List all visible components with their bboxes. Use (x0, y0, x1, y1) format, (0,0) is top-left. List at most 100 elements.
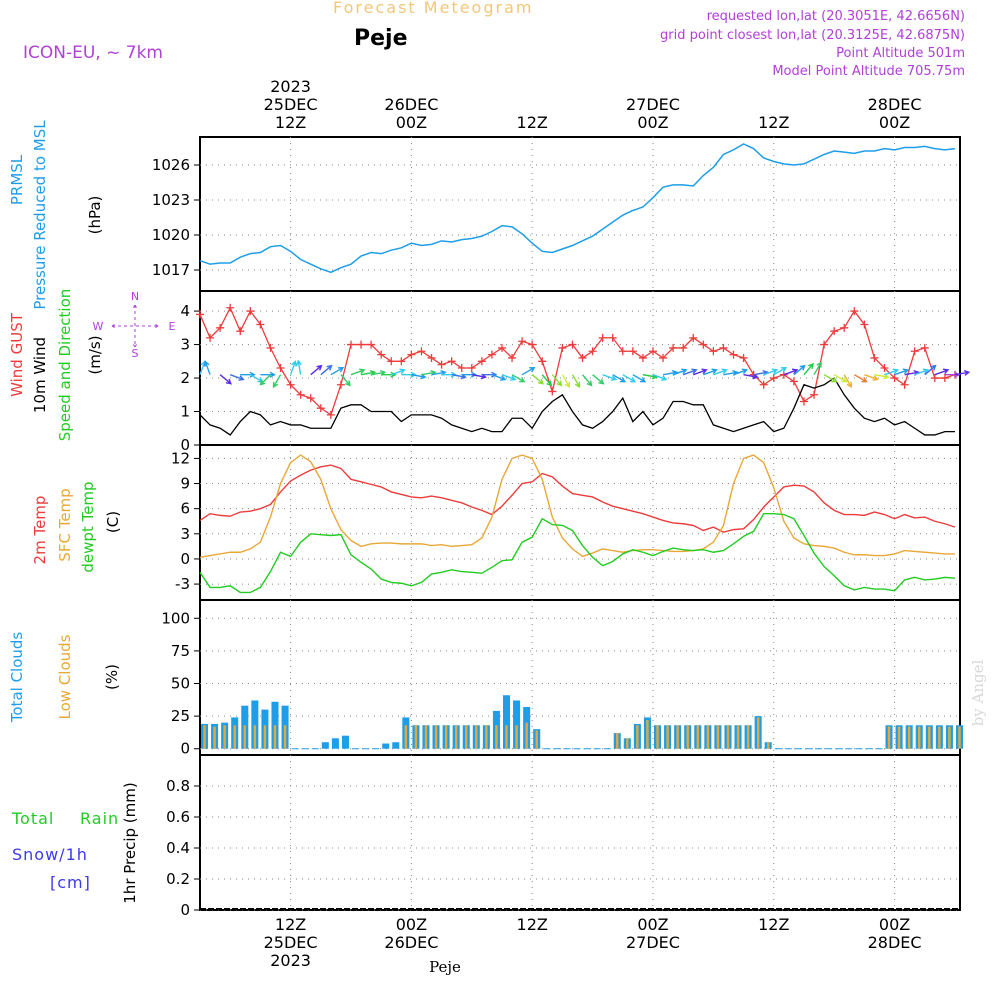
low-cloud-bar (253, 725, 257, 749)
low-cloud-bar (767, 742, 770, 749)
wind-direction-arrow (541, 374, 553, 387)
wind-direction-arrow (783, 368, 799, 376)
wind-gust-marker (387, 357, 396, 366)
wind-direction-arrow (330, 366, 345, 376)
low-cloud-bar (515, 725, 518, 749)
precip-tick-label: 0.6 (166, 808, 190, 826)
wind-gust-marker (518, 337, 527, 346)
pressure-tick-label: 1023 (152, 191, 190, 209)
wind-gust-marker (538, 357, 547, 366)
wind-gust-marker (759, 380, 768, 389)
wind-direction-arrow (803, 362, 814, 376)
wind-gust-marker (196, 310, 204, 319)
wind-direction-arrow (289, 360, 297, 375)
wind-gust-marker (487, 350, 496, 359)
low-cloud-bar (454, 725, 458, 749)
wind-speed-series-line (199, 377, 955, 436)
low-cloud-bar (716, 725, 720, 749)
wind-direction-arrow (733, 368, 749, 376)
precip-axis-unit: 1hr Precip (mm) (121, 782, 139, 903)
wind-gust-marker (618, 347, 627, 356)
wind-direction-arrow (219, 374, 232, 385)
point-altitude: Point Altitude 501m (836, 46, 965, 61)
total-cloud-bar (382, 743, 390, 749)
pressure-label-msl: Pressure Reduced to MSL (31, 120, 49, 310)
low-cloud-bar (948, 726, 951, 749)
wind-gust-marker (669, 343, 678, 352)
wind-gust-marker (286, 380, 295, 389)
wind-direction-arrow (350, 368, 366, 376)
temp-label-sfc: SFC Temp (56, 488, 74, 561)
time-axis-top-label: 12Z (758, 113, 789, 132)
low-cloud-bar (656, 725, 659, 749)
time-axis-bottom-label: 12Z (758, 915, 789, 934)
wind-gust-marker (226, 303, 235, 312)
wind-label-gust: Wind GUST (8, 312, 26, 397)
temp-2m-series-line (199, 464, 956, 533)
total-cloud-bar (513, 700, 521, 749)
wind-gust-marker (508, 353, 517, 362)
time-axis-top-label: 2023 (270, 77, 311, 96)
time-axis-top-label: 27DEC (626, 95, 680, 114)
wind-gust-marker (789, 377, 798, 386)
low-cloud-bar (424, 725, 428, 749)
wind-axis-unit: (m/s) (86, 335, 104, 374)
time-axis-bottom-label: 12Z (517, 915, 548, 934)
wind-gust-marker (457, 364, 466, 372)
pressure-label-prmsl: PRMSL (8, 154, 26, 205)
time-axis-top-label: 26DEC (384, 95, 438, 114)
temperature-tick-label: 0 (180, 550, 190, 568)
wind-gust-marker (437, 360, 446, 369)
precip-tick-label: 0.2 (166, 870, 190, 888)
wind-direction-arrow (581, 374, 593, 387)
time-axis-bottom-label: 00Z (879, 915, 910, 934)
low-cloud-bar (616, 733, 619, 749)
wind-direction-arrow (843, 374, 852, 389)
wind-direction-arrow (652, 374, 668, 381)
wind-gust-marker (699, 340, 708, 349)
wind-gust-marker (608, 333, 617, 342)
model-label: ICON-EU, ~ 7km (23, 43, 163, 63)
wind-direction-arrow (511, 374, 526, 383)
pressure-tick-label: 1017 (152, 261, 190, 279)
wind-label-speed-direction: Speed and Direction (56, 289, 74, 442)
wind-gust-marker (246, 307, 255, 316)
clouds-tick-label: 75 (171, 642, 190, 660)
low-cloud-bar (756, 717, 760, 749)
wind-direction-arrow (229, 374, 245, 381)
wind-direction-arrow (632, 374, 647, 383)
wind-gust-marker (648, 347, 657, 356)
low-cloud-bar (646, 720, 649, 749)
wind-gust-marker (407, 350, 416, 359)
low-cloud-bar (283, 725, 287, 749)
low-cloud-bar (676, 725, 679, 749)
wind-gust-marker (548, 387, 557, 396)
low-cloud-bar (636, 725, 639, 749)
wind-gust-marker (689, 333, 698, 342)
wind-gust-marker (860, 320, 869, 329)
precip-tick-label: 0.8 (166, 777, 190, 795)
wind-gust-marker (346, 340, 355, 349)
total-cloud-bar (331, 738, 339, 749)
wind-direction-arrow (853, 374, 868, 383)
total-cloud-bar (321, 742, 329, 749)
time-axis-bottom-label: 12Z (275, 915, 306, 934)
clouds-tick-label: 50 (171, 675, 190, 693)
wind-gust-marker (638, 353, 647, 362)
wind-direction-arrow (833, 374, 848, 383)
wind-gust-marker (890, 374, 899, 383)
wind-direction-arrow (934, 368, 950, 376)
time-axis-bottom-label: 26DEC (384, 933, 438, 952)
precip-panel-frame (199, 754, 961, 911)
wind-direction-arrow (501, 374, 517, 381)
wind-gust-marker (206, 333, 215, 342)
wind-gust-marker (588, 347, 597, 356)
low-cloud-bar (475, 725, 478, 749)
wind-gust-marker (306, 394, 315, 403)
precip-label-snow: Snow/1h (12, 845, 88, 864)
low-cloud-bar (726, 725, 730, 749)
wind-gust-marker (357, 340, 366, 349)
low-cloud-bar (887, 726, 891, 749)
time-axis-bottom-label: 2023 (270, 951, 311, 970)
